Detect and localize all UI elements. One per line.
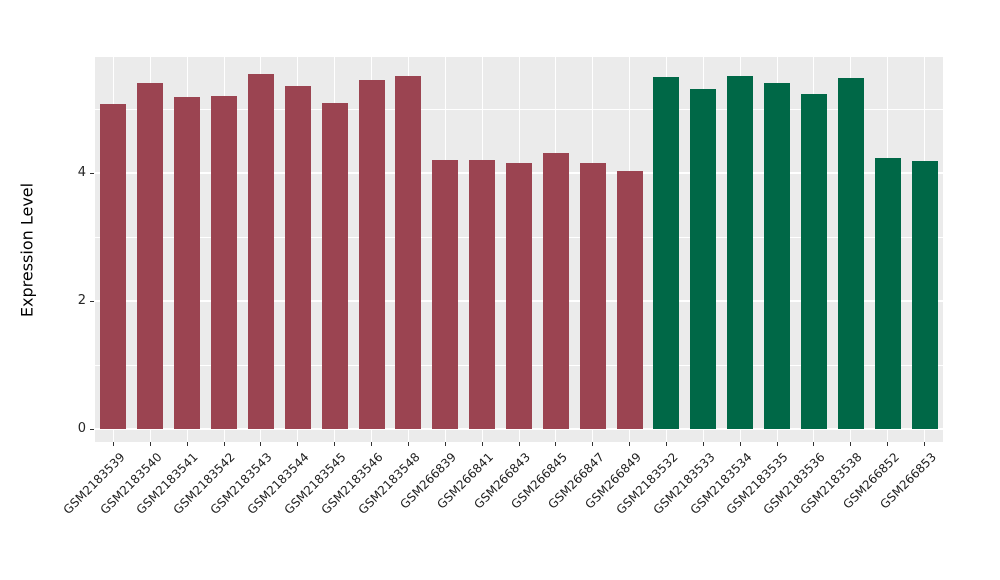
y-tick-label-0: 0 <box>77 421 86 436</box>
bar-GSM2183532 <box>653 77 680 429</box>
bar-GSM2183535 <box>764 83 791 429</box>
bar-GSM266843 <box>506 163 532 429</box>
x-axis-tick <box>887 442 889 446</box>
bar-GSM2183548 <box>395 76 422 429</box>
bar-GSM266849 <box>616 171 643 429</box>
x-axis-tick <box>260 442 262 446</box>
bar-GSM2183545 <box>321 102 348 429</box>
y-axis-tick <box>90 172 94 174</box>
x-axis-tick <box>149 442 151 446</box>
bar-GSM2183534 <box>727 75 754 429</box>
bar-GSM2183543 <box>247 73 274 429</box>
bar-GSM266847 <box>579 163 606 429</box>
x-axis-tick <box>924 442 926 446</box>
x-axis-tick <box>407 442 409 446</box>
x-axis-tick <box>371 442 373 446</box>
bar-GSM2183546 <box>358 80 385 429</box>
x-axis-tick <box>850 442 852 446</box>
x-axis-tick <box>444 442 446 446</box>
x-axis-tick <box>592 442 594 446</box>
x-axis-tick <box>481 442 483 446</box>
x-axis-tick <box>629 442 631 446</box>
bar-GSM2183541 <box>174 97 201 429</box>
x-axis-tick <box>813 442 815 446</box>
bar-GSM266841 <box>469 159 496 429</box>
bar-GSM266852 <box>874 158 901 429</box>
x-axis-tick <box>186 442 188 446</box>
bar-GSM2183538 <box>837 77 864 429</box>
major-gridline <box>95 428 943 430</box>
y-axis-tick <box>90 300 94 302</box>
bar-GSM2183542 <box>211 96 238 429</box>
bar-GSM266845 <box>542 153 569 429</box>
x-axis-tick <box>334 442 336 446</box>
x-axis-tick <box>776 442 778 446</box>
x-axis-tick <box>665 442 667 446</box>
bar-GSM2183540 <box>137 83 164 429</box>
x-axis-tick <box>112 442 114 446</box>
x-axis-tick <box>555 442 557 446</box>
x-axis-tick <box>702 442 704 446</box>
x-axis-tick <box>739 442 741 446</box>
bar-GSM266839 <box>432 159 459 429</box>
y-tick-label-2: 2 <box>77 293 86 308</box>
bar-GSM2183544 <box>284 85 311 429</box>
x-axis-tick <box>518 442 520 446</box>
bar-GSM2183539 <box>100 103 127 429</box>
bar-GSM2183533 <box>690 89 717 429</box>
minor-gridline <box>95 109 943 110</box>
x-axis-tick <box>223 442 225 446</box>
x-axis-tick <box>297 442 299 446</box>
y-tick-label-4: 4 <box>77 165 86 180</box>
y-axis-tick <box>90 428 94 430</box>
y-axis-title: Expression Level <box>17 182 37 317</box>
bar-GSM266853 <box>911 160 938 429</box>
bar-GSM2183536 <box>800 94 827 429</box>
plot-panel <box>95 57 943 442</box>
